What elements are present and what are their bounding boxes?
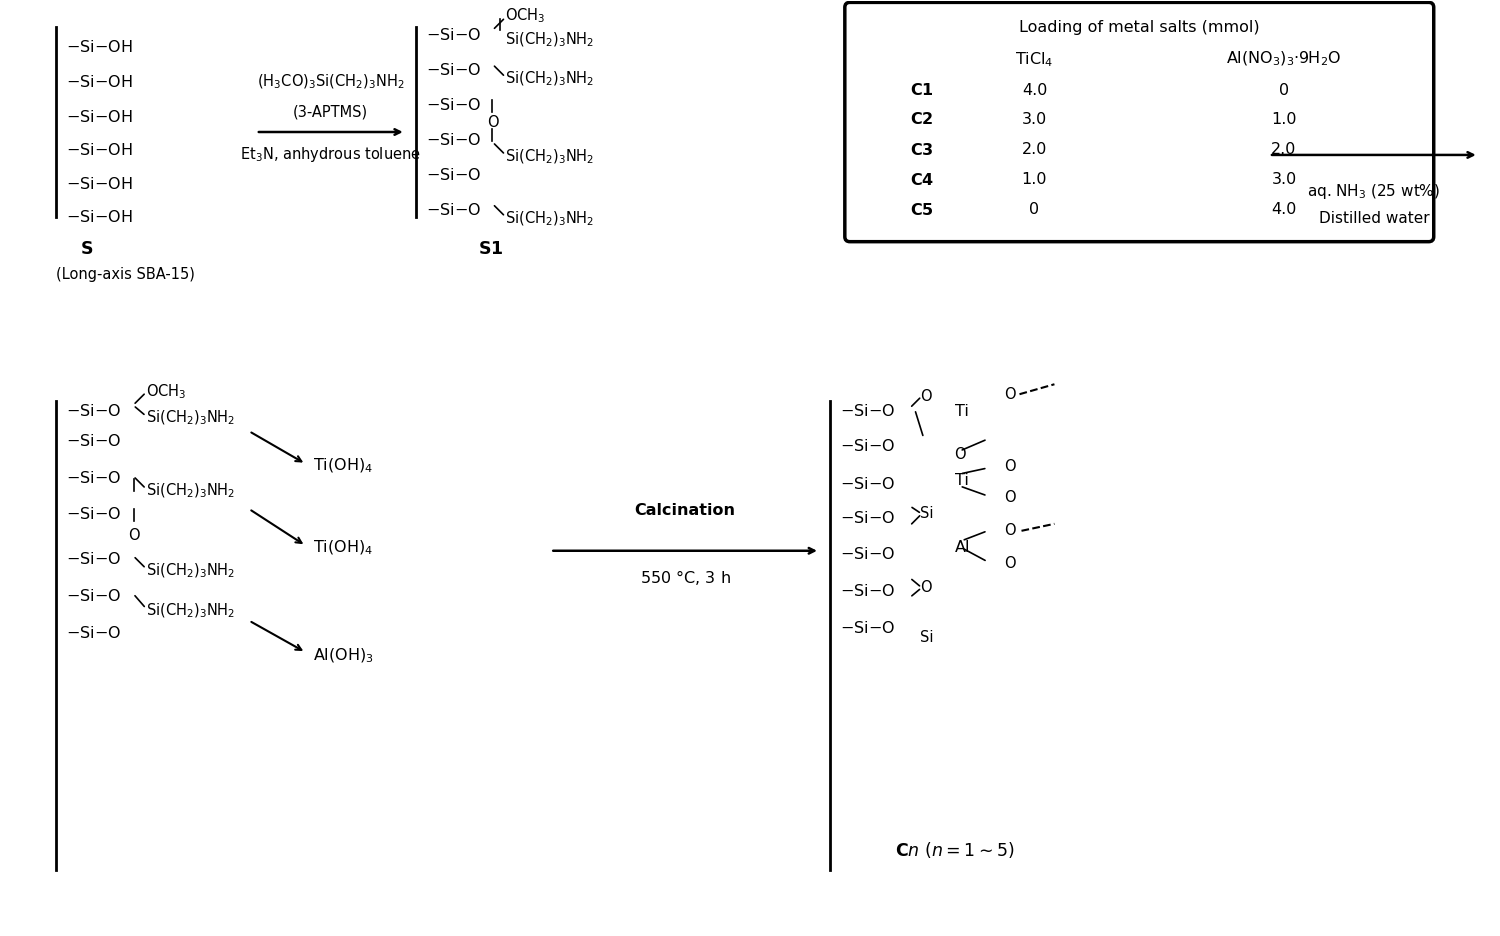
Text: Si: Si — [920, 506, 933, 521]
Text: $\mathbf{C3}$: $\mathbf{C3}$ — [909, 142, 933, 158]
Text: Si(CH$_2$)$_3$NH$_2$: Si(CH$_2$)$_3$NH$_2$ — [506, 31, 594, 50]
Text: (3-APTMS): (3-APTMS) — [292, 105, 369, 120]
Text: Si: Si — [920, 630, 933, 645]
Text: 550 $\degree$C, 3 h: 550 $\degree$C, 3 h — [639, 568, 730, 587]
Text: Ti: Ti — [954, 403, 969, 418]
Text: 1.0: 1.0 — [1272, 111, 1298, 126]
Text: O: O — [920, 388, 932, 403]
Text: $-$Si$-$OH: $-$Si$-$OH — [66, 176, 134, 192]
Text: Si(CH$_2$)$_3$NH$_2$: Si(CH$_2$)$_3$NH$_2$ — [506, 70, 594, 88]
Text: O: O — [1005, 556, 1016, 571]
Text: $-$Si$-$O: $-$Si$-$O — [66, 433, 122, 449]
Text: Al(NO$_3$)$_3$$\cdot$9H$_2$O: Al(NO$_3$)$_3$$\cdot$9H$_2$O — [1227, 50, 1341, 68]
Text: $-$Si$-$OH: $-$Si$-$OH — [66, 209, 134, 225]
FancyBboxPatch shape — [844, 3, 1434, 241]
Text: $\mathbf{C5}$: $\mathbf{C5}$ — [909, 202, 933, 218]
Text: Al(OH)$_3$: Al(OH)$_3$ — [314, 646, 374, 665]
Text: Si(CH$_2$)$_3$NH$_2$: Si(CH$_2$)$_3$NH$_2$ — [506, 210, 594, 228]
Text: $\mathbf{C2}$: $\mathbf{C2}$ — [909, 111, 933, 127]
Text: Si(CH$_2$)$_3$NH$_2$: Si(CH$_2$)$_3$NH$_2$ — [146, 562, 236, 580]
Text: O: O — [1005, 459, 1016, 474]
Text: (Long-axis SBA-15): (Long-axis SBA-15) — [57, 267, 195, 282]
Text: 0: 0 — [1280, 82, 1288, 97]
Text: $\mathbf{S}$: $\mathbf{S}$ — [80, 240, 93, 257]
Text: OCH$_3$: OCH$_3$ — [506, 6, 546, 24]
Text: $\mathbf{S1}$: $\mathbf{S1}$ — [478, 240, 502, 257]
Text: $-$Si$-$O: $-$Si$-$O — [66, 505, 122, 522]
Text: $-$Si$-$O: $-$Si$-$O — [840, 403, 896, 419]
Text: 3.0: 3.0 — [1272, 172, 1296, 187]
Text: (H$_3$CO)$_3$Si(CH$_2$)$_3$NH$_2$: (H$_3$CO)$_3$Si(CH$_2$)$_3$NH$_2$ — [256, 73, 405, 92]
Text: 3.0: 3.0 — [1022, 111, 1047, 126]
Text: $-$Si$-$O: $-$Si$-$O — [840, 438, 896, 454]
Text: $-$Si$-$O: $-$Si$-$O — [840, 546, 896, 562]
Text: $-$Si$-$OH: $-$Si$-$OH — [66, 110, 134, 125]
Text: Ti(OH)$_4$: Ti(OH)$_4$ — [314, 538, 374, 557]
Text: 2.0: 2.0 — [1022, 142, 1047, 157]
Text: 0: 0 — [1029, 202, 1039, 217]
Text: $-$Si$-$O: $-$Si$-$O — [840, 475, 896, 492]
Text: O: O — [920, 580, 932, 595]
Text: $-$Si$-$O: $-$Si$-$O — [426, 202, 480, 218]
Text: 1.0: 1.0 — [1022, 172, 1047, 187]
Text: $-$Si$-$O: $-$Si$-$O — [426, 27, 480, 43]
Text: $-$Si$-$O: $-$Si$-$O — [840, 620, 896, 636]
Text: O: O — [1005, 523, 1016, 538]
Text: O: O — [1005, 387, 1016, 402]
Text: $\mathbf{C1}$: $\mathbf{C1}$ — [909, 82, 933, 98]
Text: Calcination: Calcination — [634, 504, 735, 519]
Text: $-$Si$-$O: $-$Si$-$O — [426, 62, 480, 79]
Text: $-$Si$-$O: $-$Si$-$O — [66, 588, 122, 604]
Text: $\mathbf{C4}$: $\mathbf{C4}$ — [909, 172, 934, 188]
Text: $\mathbf{C}n$ $(n = 1 \sim 5)$: $\mathbf{C}n$ $(n = 1 \sim 5)$ — [896, 840, 1014, 860]
Text: Ti(OH)$_4$: Ti(OH)$_4$ — [314, 457, 374, 475]
Text: O: O — [954, 446, 966, 461]
Text: TiCl$_4$: TiCl$_4$ — [1016, 50, 1053, 68]
Text: $-$Si$-$O: $-$Si$-$O — [840, 510, 896, 526]
Text: Si(CH$_2$)$_3$NH$_2$: Si(CH$_2$)$_3$NH$_2$ — [506, 148, 594, 166]
Text: $-$Si$-$O: $-$Si$-$O — [66, 403, 122, 419]
Text: Ti: Ti — [954, 474, 969, 489]
Text: Si(CH$_2$)$_3$NH$_2$: Si(CH$_2$)$_3$NH$_2$ — [146, 409, 236, 428]
Text: $-$Si$-$O: $-$Si$-$O — [840, 582, 896, 599]
Text: OCH$_3$: OCH$_3$ — [146, 382, 186, 401]
Text: Al: Al — [954, 540, 970, 555]
Text: $-$Si$-$OH: $-$Si$-$OH — [66, 74, 134, 90]
Text: $-$Si$-$O: $-$Si$-$O — [66, 550, 122, 566]
Text: O: O — [1005, 490, 1016, 505]
Text: $-$Si$-$O: $-$Si$-$O — [66, 624, 122, 640]
Text: $-$Si$-$O: $-$Si$-$O — [426, 132, 480, 148]
Text: Si(CH$_2$)$_3$NH$_2$: Si(CH$_2$)$_3$NH$_2$ — [146, 482, 236, 500]
Text: 4.0: 4.0 — [1022, 82, 1047, 97]
Text: Distilled water: Distilled water — [1318, 212, 1430, 227]
Text: Si(CH$_2$)$_3$NH$_2$: Si(CH$_2$)$_3$NH$_2$ — [146, 601, 236, 620]
Text: Loading of metal salts (mmol): Loading of metal salts (mmol) — [1019, 20, 1260, 35]
Text: 4.0: 4.0 — [1272, 202, 1296, 217]
Text: Et$_3$N, anhydrous toluene: Et$_3$N, anhydrous toluene — [240, 145, 422, 165]
Text: $-$Si$-$OH: $-$Si$-$OH — [66, 142, 134, 158]
Text: O: O — [129, 528, 140, 543]
Text: $-$Si$-$O: $-$Si$-$O — [426, 97, 480, 113]
Text: $-$Si$-$OH: $-$Si$-$OH — [66, 39, 134, 55]
Text: 2.0: 2.0 — [1272, 142, 1296, 157]
Text: $-$Si$-$O: $-$Si$-$O — [426, 167, 480, 183]
Text: $-$Si$-$O: $-$Si$-$O — [66, 470, 122, 486]
Text: O: O — [486, 114, 498, 129]
Text: aq. NH$_3$ (25 wt%): aq. NH$_3$ (25 wt%) — [1308, 183, 1440, 201]
